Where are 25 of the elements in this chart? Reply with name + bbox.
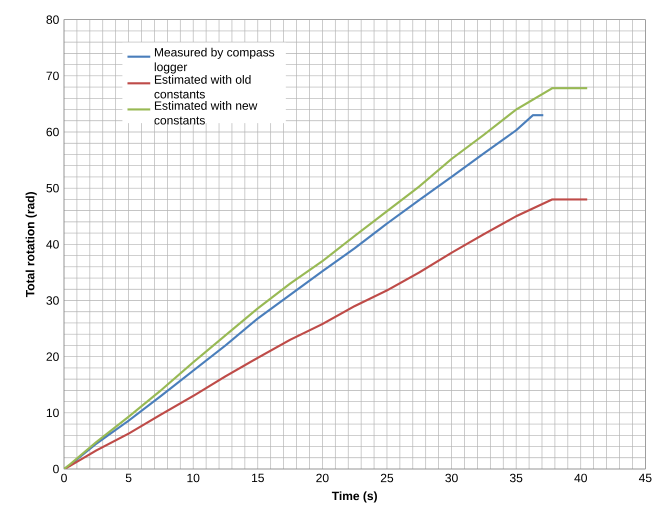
y-tick-label: 20 [46,352,59,361]
x-tick-label: 45 [638,474,652,482]
x-tick-label: 40 [574,474,587,482]
x-tick-label: 5 [126,474,132,482]
x-tick-label: 30 [445,474,458,482]
y-tick-label: 70 [46,72,59,80]
y-tick-label: 0 [53,464,59,474]
legend-label: Estimated with old constants [154,74,251,98]
x-tick-label: 15 [252,474,264,482]
y-tick-label: 80 [46,15,59,24]
x-tick-label: 0 [61,474,67,482]
line-series [64,198,588,469]
x-tick-label: 25 [380,474,394,482]
y-tick-label: 10 [46,408,59,418]
x-tick-label: 35 [510,474,522,482]
y-axis-title: Total rotation (rad) [26,192,37,298]
y-tick-label: 40 [46,240,59,249]
x-axis-title: Time (s) [332,491,377,503]
legend-label: Estimated with new constants [154,101,258,125]
legend-label: Measured by compass logger [154,48,274,74]
y-tick-label: 60 [46,128,59,136]
y-tick-label: 50 [46,184,59,192]
x-tick-label: 10 [187,474,200,482]
y-tick-label: 30 [46,296,59,305]
x-tick-label: 20 [316,474,329,482]
